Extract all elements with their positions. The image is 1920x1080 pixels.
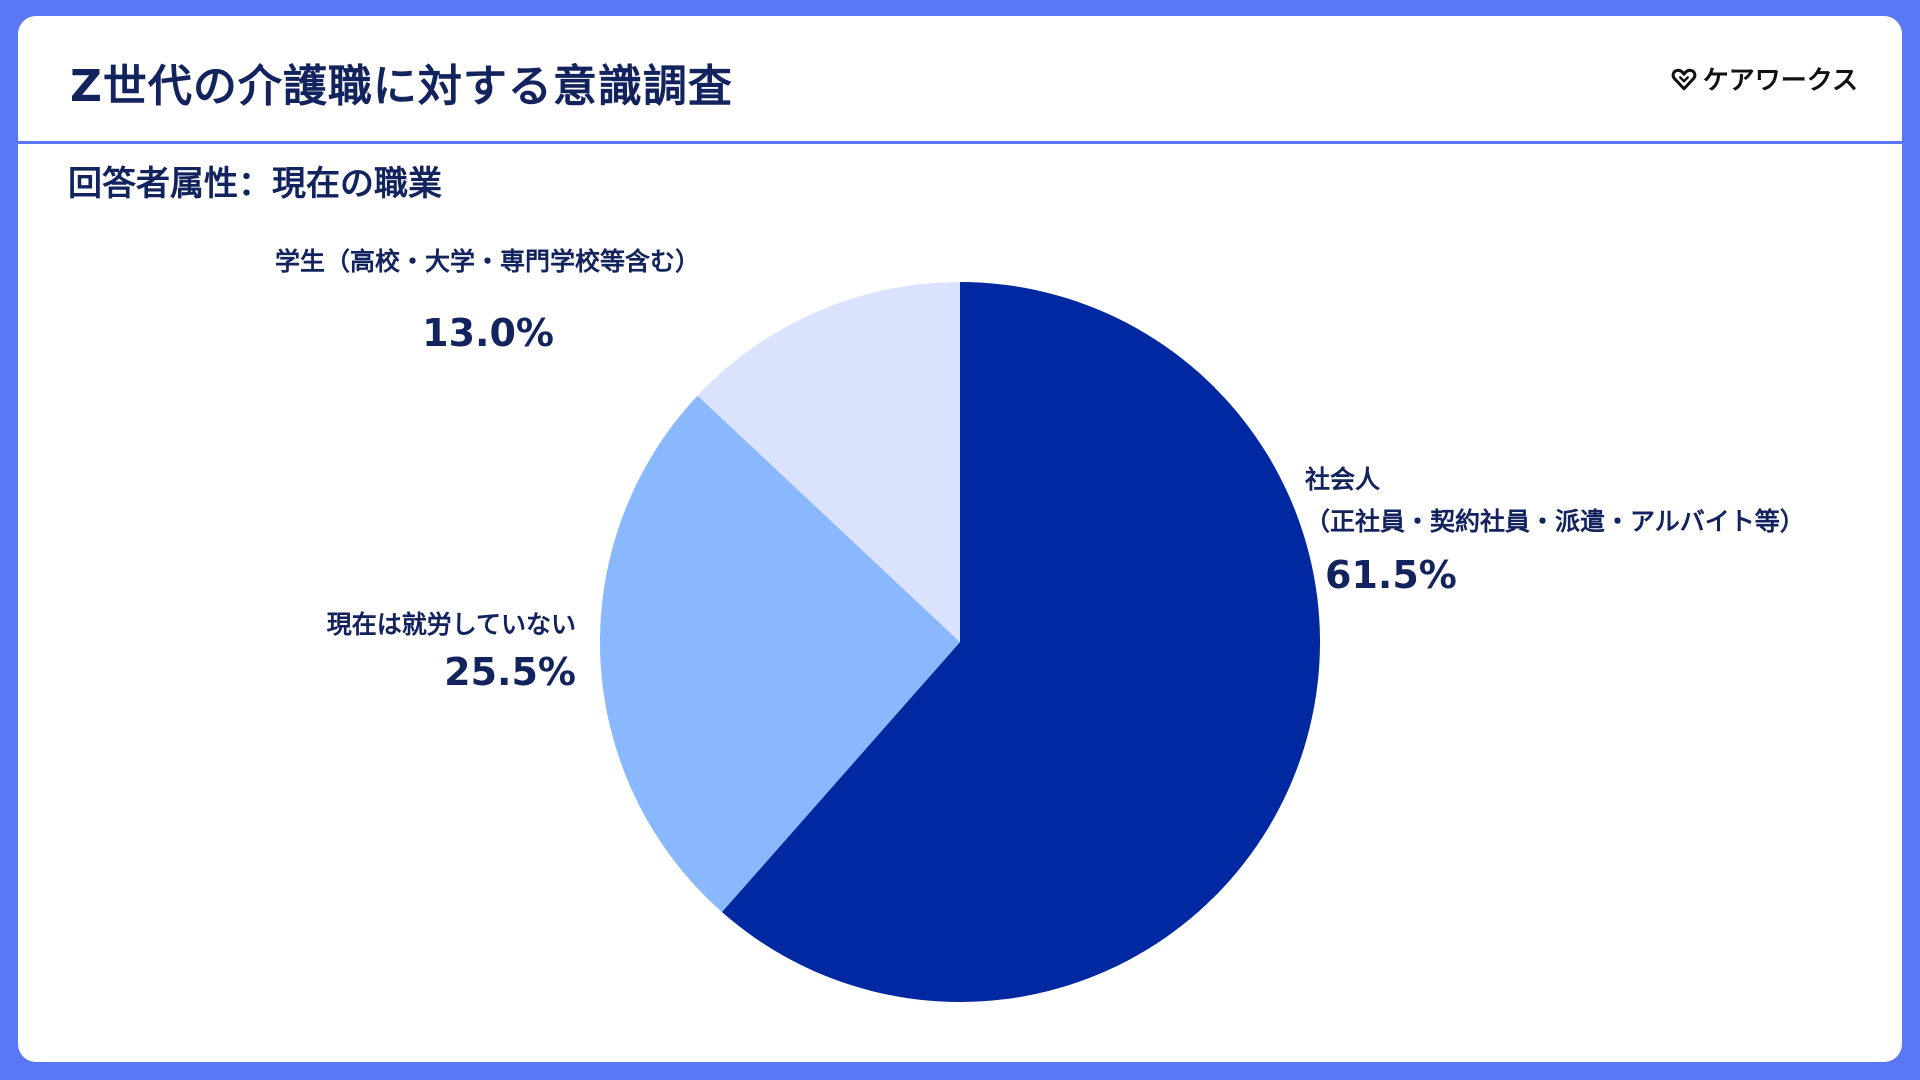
slice-label: 学生（高校・大学・専門学校等含む）	[275, 247, 700, 276]
slice-value-label: 61.5%	[1325, 553, 1457, 597]
brand-name: ケアワークス	[1702, 66, 1858, 96]
pie-slice	[697, 282, 960, 642]
slice-label: （正社員・契約社員・派遣・アルバイト等）	[1305, 507, 1805, 536]
chart-subtitle: 回答者属性：現在の職業	[68, 164, 442, 204]
header-bar: Z世代の介護職に対する意識調査 ケアワークス	[18, 16, 1902, 144]
slide-card: Z世代の介護職に対する意識調査 ケアワークス 回答者属性：現在の職業 社会人 （正…	[18, 16, 1902, 1062]
pie-slice	[721, 282, 1320, 1002]
slice-label: 社会人	[1305, 465, 1380, 494]
brand-logo: ケアワークス	[1671, 60, 1858, 97]
pie-slice	[600, 395, 960, 913]
slice-label: 現在は就労していない	[327, 610, 576, 639]
heart-icon	[1671, 68, 1697, 90]
pie-chart: 社会人 （正社員・契約社員・派遣・アルバイト等） 61.5% 現在は就労していない 25…	[275, 247, 1805, 1002]
page-title: Z世代の介護職に対する意識調査	[70, 61, 733, 112]
slice-value-label: 13.0%	[422, 311, 554, 355]
slice-value-label: 25.5%	[444, 650, 576, 694]
